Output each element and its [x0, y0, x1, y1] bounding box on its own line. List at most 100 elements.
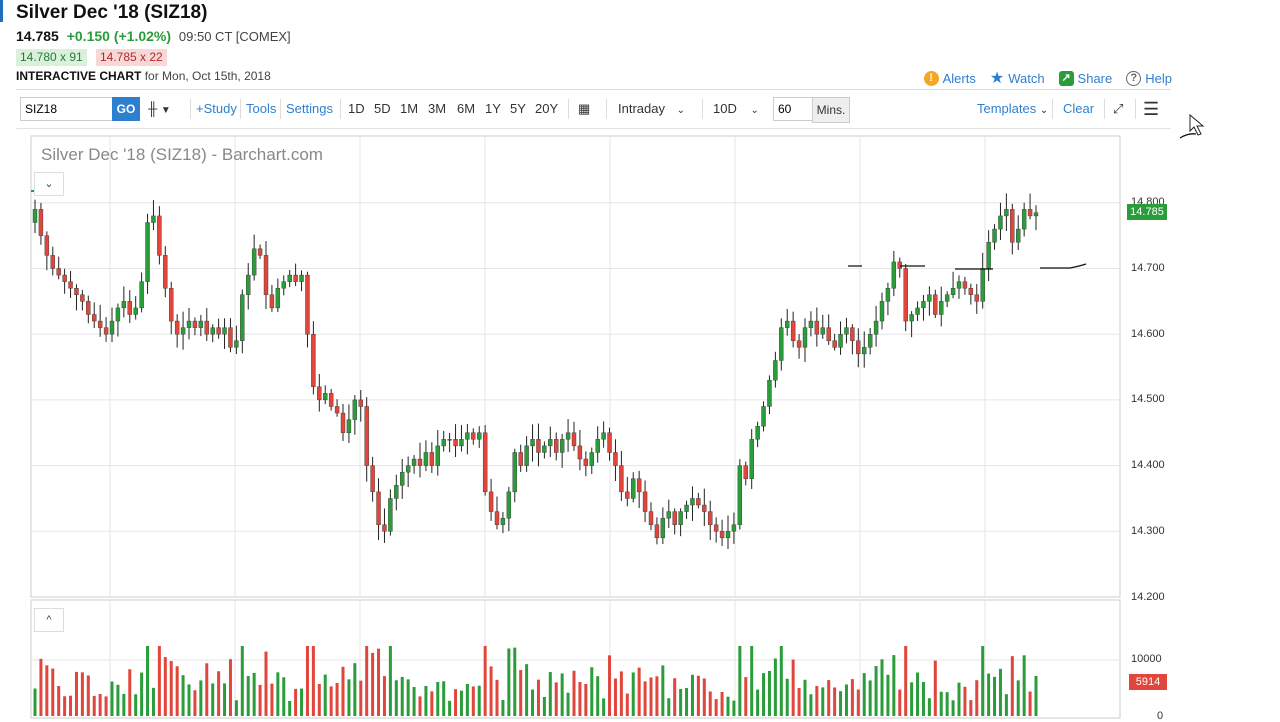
candle-body — [950, 288, 956, 295]
candle-body — [725, 531, 731, 539]
volume-bar — [134, 694, 138, 716]
period-6m[interactable]: 6M — [457, 101, 476, 116]
volume-bar — [347, 679, 351, 716]
candle-body — [648, 511, 654, 525]
volume-bar — [92, 695, 96, 716]
candle-body — [873, 320, 879, 335]
candle-body — [619, 465, 624, 493]
volume-bar — [104, 696, 108, 716]
volume-bar — [602, 698, 606, 716]
volume-bar — [690, 674, 694, 716]
volume-bar — [554, 682, 558, 716]
watch-link[interactable]: ★ Watch — [990, 68, 1045, 88]
alerts-link[interactable]: ! Alerts — [923, 68, 976, 88]
period-1d[interactable]: 1D — [348, 101, 365, 116]
toolbar-separator — [606, 99, 607, 119]
trendline-annotation — [848, 263, 1087, 270]
candle-body — [192, 320, 198, 328]
trendline-annotation — [1179, 133, 1197, 139]
candle-body — [328, 393, 334, 407]
volume-bar — [898, 689, 902, 716]
candle-body — [180, 327, 186, 335]
last-volume-tag: 5914 — [1129, 674, 1167, 690]
candle-body — [927, 294, 932, 302]
period-3m[interactable]: 3M — [428, 101, 447, 116]
volume-bar — [388, 646, 392, 716]
calendar-icon[interactable]: ▦ — [578, 101, 591, 116]
volume-bar — [998, 668, 1002, 716]
candle-body — [992, 228, 997, 243]
volume-bar — [939, 691, 943, 716]
candle-body — [850, 327, 855, 341]
volume-bar — [246, 676, 250, 716]
volume-bar — [270, 683, 274, 716]
toolbar-separator — [1104, 99, 1105, 119]
page-title: Silver Dec '18 (SIZ18) — [16, 2, 208, 23]
chevron-down-icon: ⌄ — [1039, 105, 1049, 116]
volume-bar — [519, 670, 523, 716]
collapse-volume-pane-button[interactable]: ^ — [34, 608, 64, 632]
volume-bar — [643, 681, 647, 716]
volume-bar — [927, 698, 931, 716]
candle-body — [690, 498, 695, 506]
candle-body — [133, 307, 138, 315]
volume-bar — [1016, 680, 1020, 716]
period-20y[interactable]: 20Y — [535, 101, 559, 116]
expand-icon[interactable]: ⤢ — [1113, 101, 1124, 116]
candle-body — [802, 327, 808, 348]
candle-body — [97, 320, 103, 328]
go-button[interactable]: GO — [112, 97, 140, 121]
candle-body — [601, 432, 606, 440]
mouse-cursor — [1189, 113, 1205, 136]
candle-body — [684, 504, 689, 512]
candle-body — [974, 294, 979, 302]
candle-body — [773, 360, 778, 381]
candle-body — [903, 268, 908, 322]
header-divider — [16, 89, 1171, 90]
volume-bar — [821, 687, 825, 716]
volume-bar — [536, 679, 540, 716]
period-5y[interactable]: 5Y — [510, 101, 526, 116]
chart-type-dropdown[interactable]: ╫ ▼ — [148, 95, 171, 123]
tools-button[interactable]: Tools — [246, 101, 277, 116]
study-button[interactable]: +Study — [196, 101, 237, 116]
candle-body — [429, 452, 435, 466]
candle-body — [340, 412, 346, 433]
candle-body — [382, 524, 387, 532]
candle-body — [962, 281, 968, 289]
volume-bar — [613, 678, 617, 716]
volume-bar — [341, 666, 345, 716]
volume-bar — [732, 700, 736, 716]
templates-dropdown[interactable]: Templates ⌄ — [977, 95, 1048, 123]
clear-button[interactable]: Clear — [1063, 101, 1095, 116]
volume-bar — [406, 679, 410, 716]
volume-bar — [1004, 694, 1008, 716]
chevron-down-icon: ⌄ — [676, 105, 685, 116]
intraday-dropdown[interactable]: Intraday ⌄ — [618, 95, 685, 123]
range-dropdown[interactable]: 10D ⌄ — [713, 95, 759, 123]
candle-body — [571, 432, 577, 447]
volume-bar — [471, 686, 475, 716]
settings-button[interactable]: Settings — [286, 101, 333, 116]
volume-bar — [448, 700, 452, 716]
volume-bar — [39, 658, 43, 716]
share-link[interactable]: ↗ Share — [1058, 68, 1112, 88]
period-1m[interactable]: 1M — [400, 101, 419, 116]
quote-time-exchange: 09:50 CT [COMEX] — [178, 29, 291, 44]
collapse-price-pane-button[interactable]: ⌄ — [34, 172, 64, 196]
candle-body — [74, 288, 79, 295]
interval-unit-button[interactable]: Mins. — [812, 97, 850, 123]
candle-body — [477, 432, 482, 440]
menu-icon[interactable]: ☰ — [1143, 99, 1160, 119]
volume-bar — [951, 700, 955, 716]
volume-bar — [655, 676, 659, 716]
help-link[interactable]: ? Help — [1126, 68, 1172, 88]
volume-bar — [382, 676, 386, 716]
candle-body — [115, 307, 121, 322]
period-5d[interactable]: 5D — [374, 101, 391, 116]
symbol-input[interactable] — [20, 97, 118, 121]
intraday-label: Intraday — [618, 101, 665, 116]
period-1y[interactable]: 1Y — [485, 101, 501, 116]
volume-bar — [844, 684, 848, 716]
